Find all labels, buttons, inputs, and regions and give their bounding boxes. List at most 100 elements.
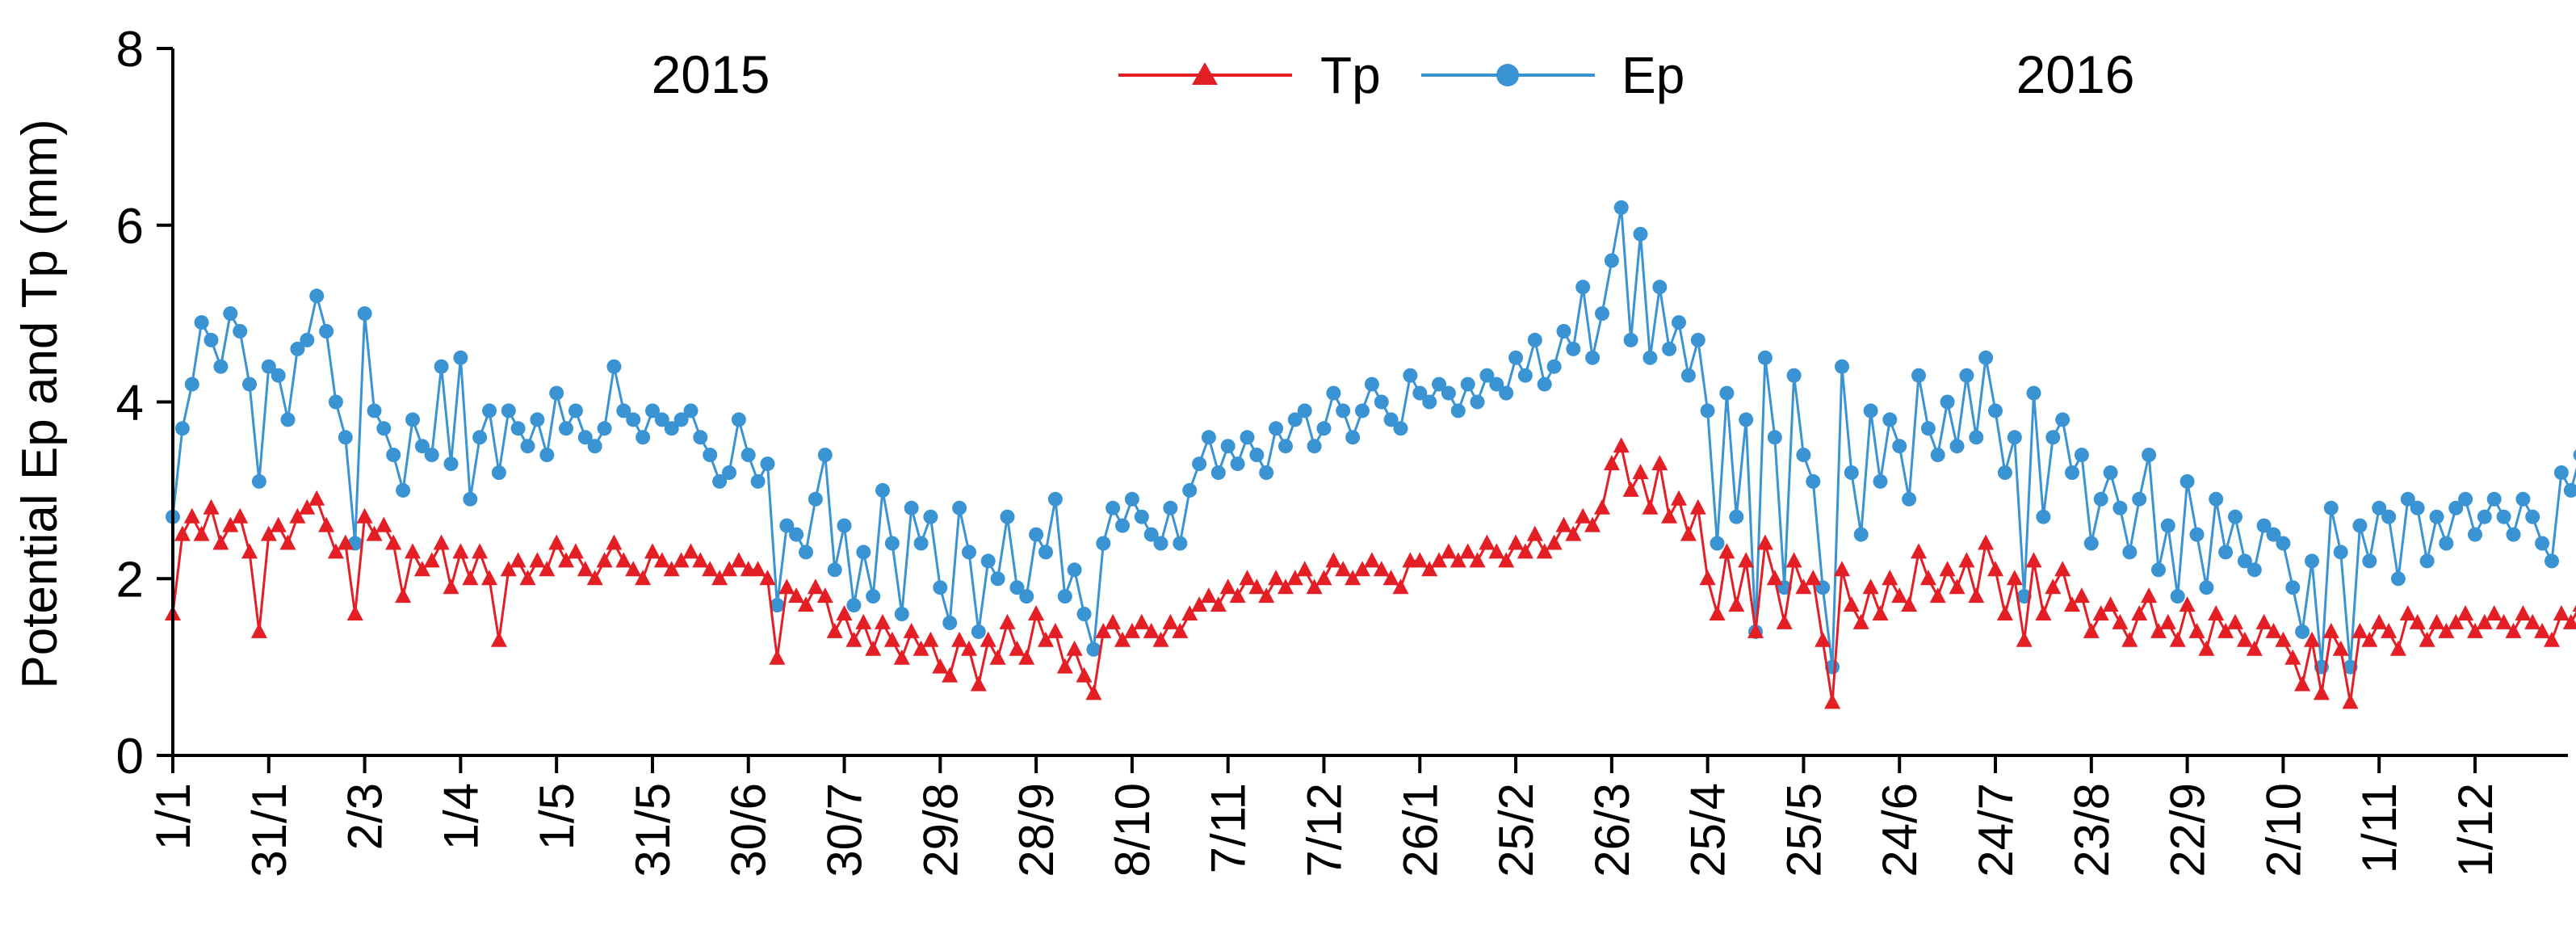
tp-data-point [2476, 613, 2493, 629]
tp-data-point [510, 552, 527, 568]
ep-data-point [606, 359, 622, 374]
ep-data-point [1902, 491, 1917, 507]
ep-data-point [1153, 536, 1168, 551]
tp-data-point [1152, 631, 1169, 647]
ep-data-point [2506, 527, 2521, 542]
tp-data-point [845, 631, 862, 647]
tp-data-point [2448, 613, 2465, 629]
ep-data-point [1307, 439, 1322, 454]
ep-data-point [1163, 500, 1178, 515]
tp-data-point [721, 561, 737, 577]
tp-data-point [1891, 587, 1908, 604]
ep-data-point [405, 412, 420, 427]
ep-data-point [731, 412, 746, 427]
tp-data-point [462, 570, 479, 586]
ep-data-point [1000, 509, 1015, 524]
tp-data-point [702, 561, 719, 577]
tp-data-point [759, 570, 776, 586]
ep-data-point [386, 448, 401, 463]
tp-data-point [2227, 613, 2243, 629]
ep-data-point [2256, 518, 2272, 533]
ep-data-point [2429, 509, 2444, 524]
ep-data-point [1489, 376, 1504, 392]
ep-data-point [300, 332, 315, 347]
tp-data-point [1210, 596, 1227, 612]
ep-data-point [1326, 385, 1341, 401]
tp-data-point [2553, 605, 2570, 620]
legend-tp-label: Tp [1320, 46, 1381, 104]
tp-data-point [2438, 622, 2455, 638]
tp-data-point [865, 640, 882, 656]
ep-data-point [357, 306, 372, 322]
tp-data-point [1286, 570, 1303, 586]
ep-data-point [1882, 412, 1898, 427]
ep-data-point [2477, 509, 2492, 524]
tp-data-point [1191, 596, 1208, 612]
tp-data-point [2572, 604, 2576, 612]
ep-data-point [1029, 527, 1044, 542]
ep-data-point [1662, 341, 1677, 356]
ep-data-point [760, 456, 775, 472]
y-tick-label: 4 [116, 376, 144, 431]
tp-data-point [1498, 552, 1515, 568]
ep-data-point [1930, 448, 1945, 463]
ep-data-point [2468, 527, 2482, 542]
tp-data-point [1028, 605, 1045, 620]
tp-data-point [203, 498, 220, 515]
ep-data-point [491, 465, 506, 480]
tp-data-point [1747, 622, 1764, 638]
tp-data-point [2141, 587, 2158, 604]
ep-data-point [2016, 589, 2032, 604]
ep-data-point [1057, 589, 1072, 604]
ep-data-point [626, 412, 641, 427]
ep-data-point [2276, 536, 2291, 551]
ep-data-point [2266, 527, 2281, 542]
ep-data-point [722, 465, 736, 480]
ep-data-point [2305, 553, 2319, 569]
ep-data-point [1422, 394, 1437, 410]
x-tick-label: 1/1 [146, 783, 200, 850]
ep-data-point [309, 288, 325, 304]
ep-data-point [1835, 359, 1849, 374]
tp-data-point [385, 534, 402, 550]
y-axis-ticks: 0 2 4 6 8 [116, 22, 173, 784]
tp-data-point [989, 649, 1006, 665]
ep-data-point [1978, 350, 1994, 365]
ep-data-point [2410, 500, 2425, 515]
ep-data-point [1623, 332, 1638, 347]
x-tick-label: 25/5 [1777, 783, 1831, 877]
ep-data-point [817, 448, 833, 463]
ep-data-point [2218, 545, 2234, 560]
tp-data-point [1172, 622, 1189, 638]
tp-data-point [711, 570, 728, 586]
tp-data-point [1555, 516, 1572, 532]
ep-data-point [2055, 412, 2070, 427]
tp-data-point [2409, 613, 2426, 629]
ep-data-point [2352, 518, 2368, 533]
tp-data-point [1996, 605, 2013, 620]
ep-data-point [683, 403, 699, 419]
tp-data-point [1872, 605, 1889, 620]
ep-data-point [2400, 491, 2415, 507]
tp-data-point [625, 561, 642, 577]
ep-data-point [1595, 306, 1609, 322]
ep-data-point [213, 359, 229, 374]
year-label-2016: 2016 [2016, 44, 2135, 104]
ep-data-point [2228, 509, 2242, 524]
ep-data-point [1604, 253, 1619, 268]
ep-series-markers [166, 200, 2576, 675]
ep-data-point [376, 421, 392, 436]
ep-data-point [664, 421, 679, 436]
tp-data-point [1488, 543, 1505, 559]
ep-data-point [884, 536, 900, 551]
tp-data-point [951, 631, 968, 647]
tp-data-point [1085, 684, 1102, 700]
tp-data-point [174, 525, 191, 541]
ep-data-point [1710, 536, 1725, 551]
tp-data-point [826, 622, 843, 638]
ep-data-point [1364, 376, 1379, 392]
ep-data-point [184, 376, 199, 392]
x-tick-label: 1/11 [2352, 783, 2406, 873]
x-tick-label: 8/10 [1105, 783, 1160, 877]
ep-data-point [616, 403, 631, 419]
